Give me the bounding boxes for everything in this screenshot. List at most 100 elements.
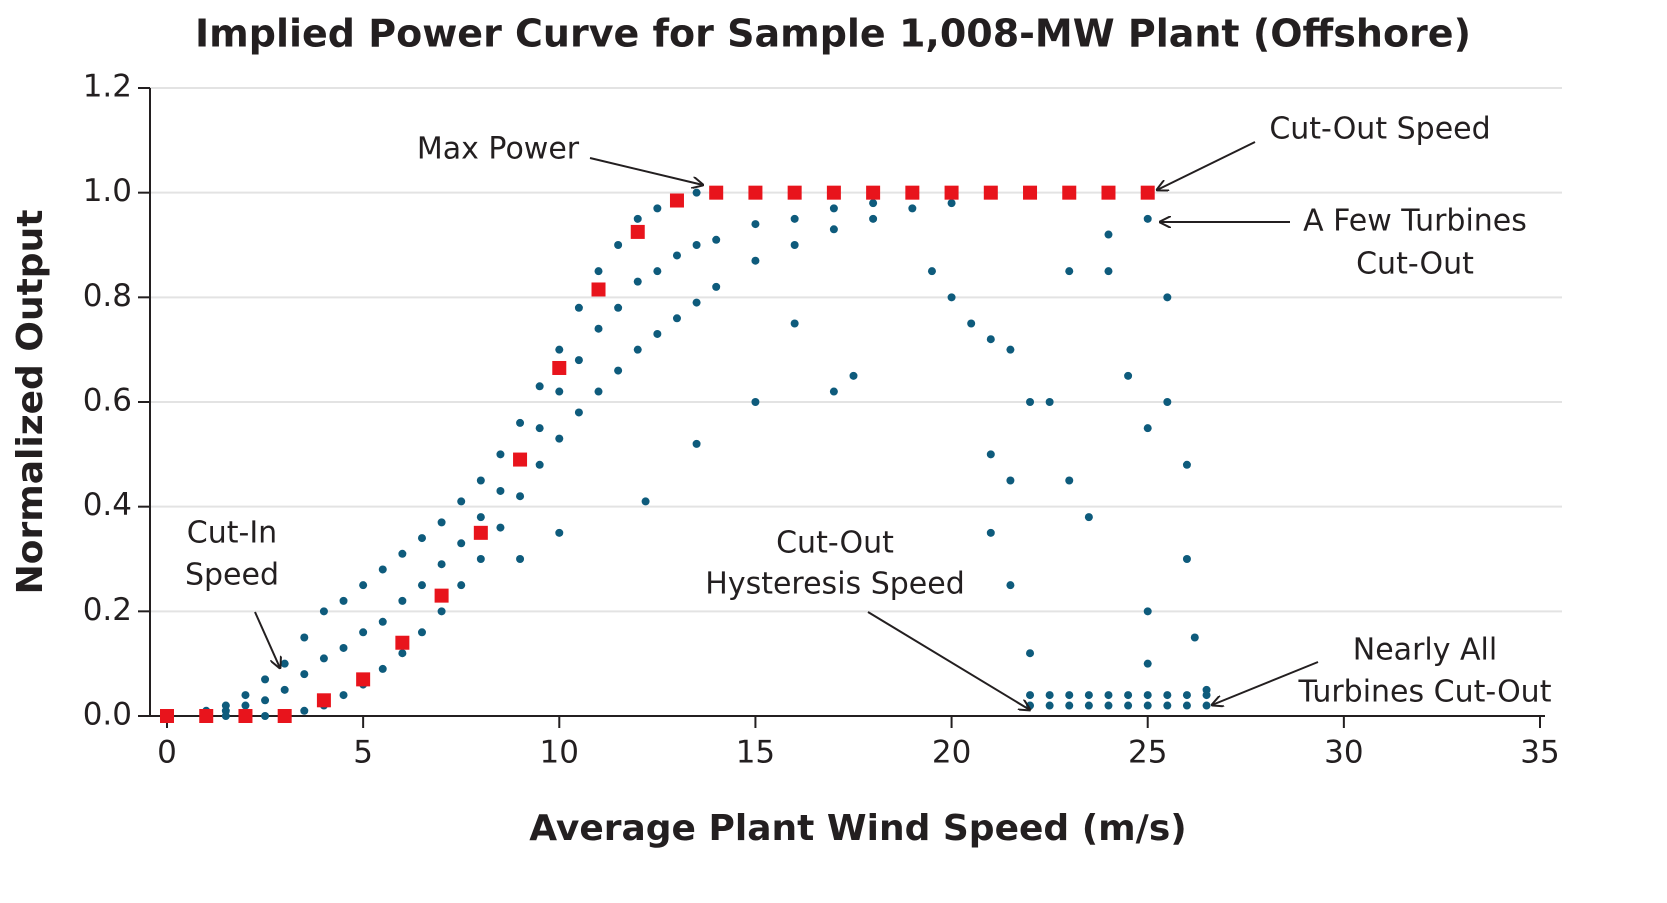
point	[280, 659, 289, 668]
point	[633, 345, 642, 354]
grid: 0.0 0.2 0.4 0.6 0.8 1.0 1.2 0 5 10 15 20 25 30 35	[83, 69, 1562, 771]
point	[1143, 691, 1152, 700]
point	[241, 701, 250, 710]
point	[1124, 691, 1133, 700]
point	[1190, 633, 1199, 642]
point	[319, 607, 328, 616]
annotation: Turbines Cut-Out	[1298, 675, 1552, 710]
y-tick-label: 0.6	[83, 383, 132, 419]
point	[1026, 691, 1035, 700]
point	[378, 617, 387, 626]
y-tick-label: 0.4	[83, 487, 132, 523]
point	[319, 654, 328, 663]
point	[238, 709, 253, 723]
point	[476, 513, 485, 522]
point	[535, 460, 544, 469]
point	[692, 188, 701, 197]
y-tick-label: 0.0	[83, 697, 132, 733]
annotation-arrow	[867, 611, 1030, 710]
point	[653, 329, 662, 338]
point	[261, 696, 270, 705]
x-tick-label: 5	[353, 735, 373, 771]
point	[261, 712, 270, 720]
point	[1006, 476, 1015, 485]
point	[1163, 293, 1172, 302]
point	[1182, 555, 1191, 563]
point	[574, 356, 583, 365]
annotation: Cut-Out	[776, 526, 894, 561]
point	[241, 691, 250, 700]
point	[417, 628, 426, 637]
point	[1023, 185, 1038, 200]
point	[1163, 701, 1172, 710]
point	[1084, 513, 1093, 522]
point	[1084, 691, 1093, 700]
point	[535, 424, 544, 433]
point	[594, 324, 603, 333]
x-tick-label: 35	[1520, 735, 1559, 771]
point	[417, 534, 426, 543]
point	[476, 555, 485, 563]
annotation: Hysteresis Speed	[705, 567, 964, 602]
point	[277, 709, 292, 723]
point	[1104, 230, 1113, 239]
point	[633, 277, 642, 286]
point	[1045, 398, 1054, 406]
point	[983, 185, 998, 200]
annotation-arrow	[1212, 661, 1319, 705]
point	[967, 319, 976, 328]
point	[653, 267, 662, 276]
point	[869, 199, 878, 208]
point	[1143, 424, 1152, 433]
point	[1143, 701, 1152, 710]
y-tick-label: 0.8	[83, 278, 132, 314]
point	[457, 539, 466, 548]
point	[300, 706, 309, 715]
point	[653, 204, 662, 213]
point	[339, 691, 348, 700]
point	[751, 256, 760, 265]
point	[748, 185, 763, 200]
point	[594, 387, 603, 396]
point	[614, 241, 623, 249]
point	[790, 319, 799, 328]
point	[1124, 701, 1133, 710]
point	[199, 709, 214, 723]
point	[614, 303, 623, 312]
point	[866, 185, 881, 200]
point	[986, 335, 995, 344]
point	[555, 434, 564, 443]
point	[221, 712, 230, 720]
point	[672, 251, 681, 260]
point	[1124, 371, 1133, 380]
point	[437, 518, 446, 527]
point	[908, 204, 917, 213]
point	[1065, 476, 1074, 485]
point	[300, 633, 309, 642]
point	[339, 643, 348, 652]
point	[160, 709, 174, 723]
annotation: Nearly All	[1353, 633, 1497, 668]
point	[905, 185, 920, 200]
point	[947, 199, 956, 208]
point	[829, 387, 838, 396]
point	[398, 596, 407, 605]
point	[790, 214, 799, 223]
x-tick-label: 10	[540, 735, 579, 771]
point	[641, 497, 650, 506]
point	[417, 581, 426, 590]
x-tick-label: 0	[157, 735, 177, 771]
point	[790, 241, 799, 249]
point	[633, 214, 642, 223]
annotation: Speed	[185, 558, 279, 593]
point	[300, 670, 309, 679]
point	[614, 366, 623, 375]
point	[1045, 691, 1054, 700]
annotation: A Few Turbines	[1303, 204, 1527, 239]
point	[535, 382, 544, 391]
point	[552, 360, 567, 375]
point	[1104, 267, 1113, 276]
point	[516, 555, 525, 563]
point	[751, 398, 760, 406]
